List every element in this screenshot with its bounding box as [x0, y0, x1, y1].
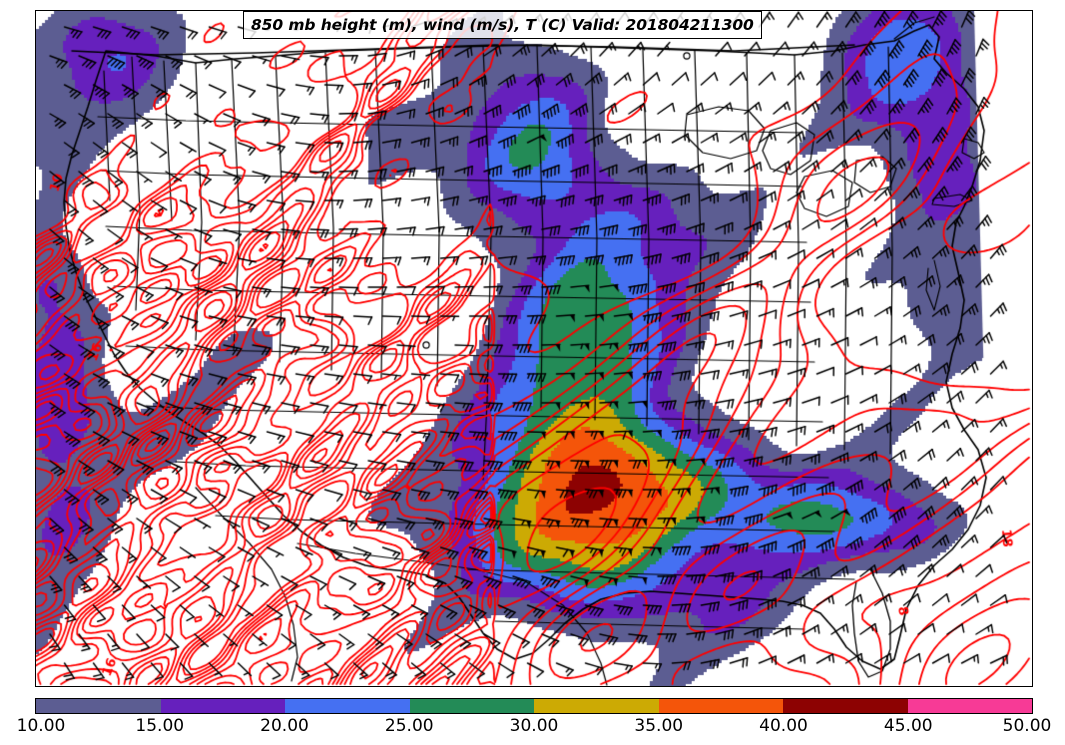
colorbar-tick-50: 50.00: [1002, 716, 1052, 736]
map-canvas: [36, 11, 1032, 686]
colorbar-tick-30: 30.00: [509, 716, 559, 736]
colorbar-tick-25: 25.00: [384, 716, 434, 736]
colorbar-band-5: [658, 699, 783, 713]
colorbar-tick-labels: 10.00 15.00 20.00 25.00 30.00 35.00 40.00 45.00…: [0, 716, 1065, 742]
colorbar-tick-45: 45.00: [883, 716, 933, 736]
map-plot-area[interactable]: [35, 10, 1033, 687]
wind-speed-colorbar[interactable]: [35, 698, 1033, 714]
colorbar-tick-20: 20.00: [260, 716, 309, 736]
colorbar-band-1: [160, 699, 285, 713]
colorbar-band-6: [783, 699, 908, 713]
colorbar-tick-15: 15.00: [135, 716, 185, 736]
colorbar-band-2: [285, 699, 410, 713]
map-title-box: 850 mb height (m), wind (m/s), T (C) Val…: [243, 11, 762, 39]
colorbar-tick-35: 35.00: [634, 716, 684, 736]
colorbar-tick-10: 10.00: [16, 716, 66, 736]
colorbar-band-3: [409, 699, 534, 713]
colorbar-band-7: [907, 699, 1032, 713]
colorbar-band-4: [534, 699, 659, 713]
colorbar-tick-40: 40.00: [759, 716, 808, 736]
page-title: 850 mb height (m), wind (m/s), T (C) Val…: [251, 16, 754, 34]
colorbar-band-0: [36, 699, 161, 713]
